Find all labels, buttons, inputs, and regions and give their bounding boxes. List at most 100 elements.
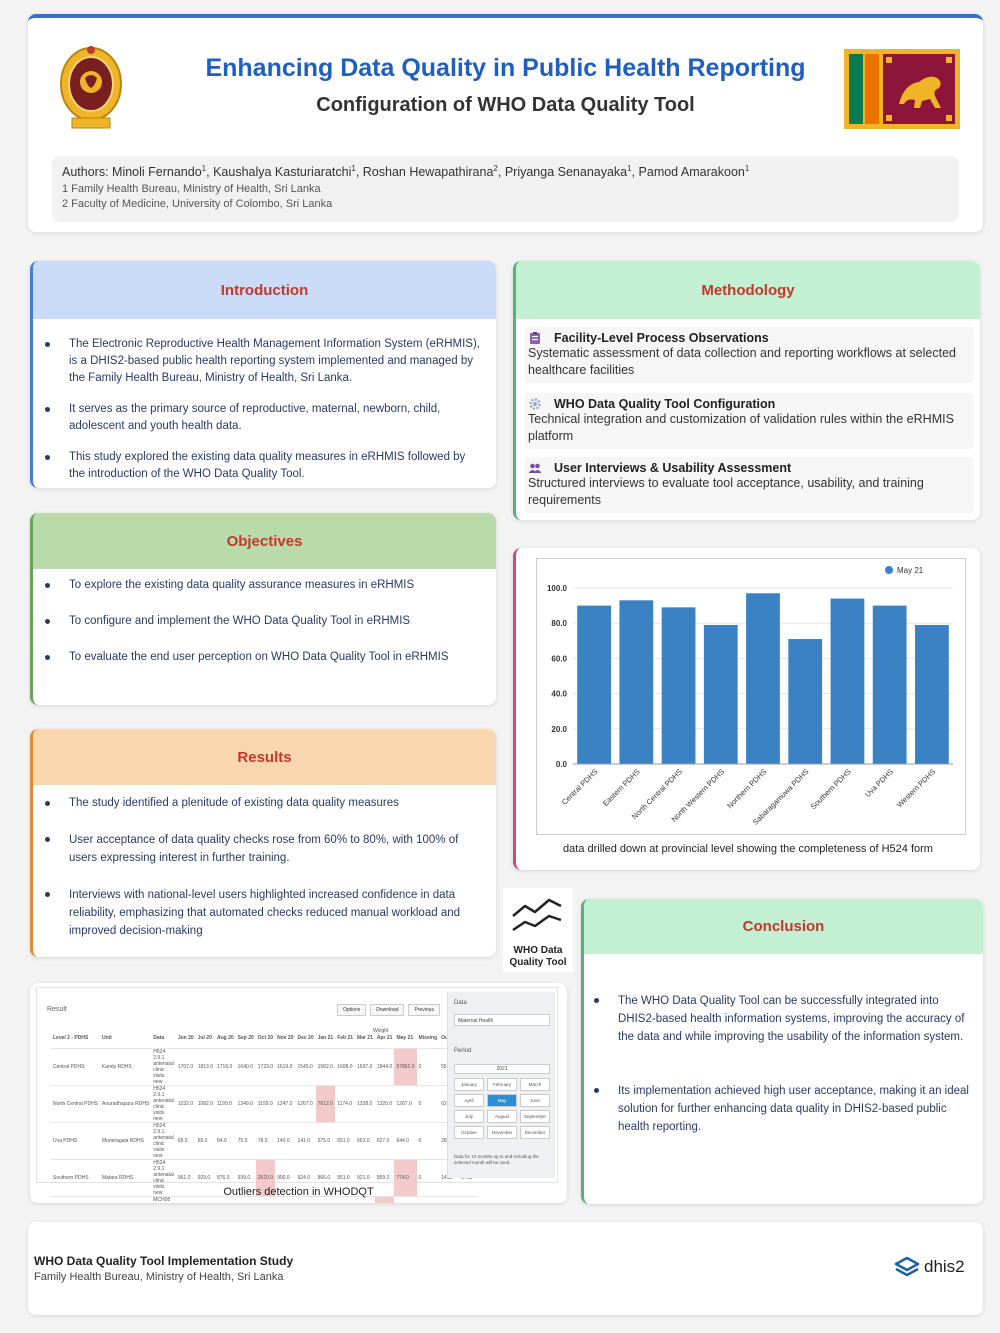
table-cell: 675.0 xyxy=(315,1122,336,1160)
table-cell: 0 xyxy=(416,1196,440,1203)
month-button[interactable]: August xyxy=(487,1110,517,1123)
wdqt-logo-line: Quality Tool xyxy=(509,957,567,968)
table-cell: 1267.0 xyxy=(295,1085,316,1123)
table-cell: North Central PDHS xyxy=(51,1085,101,1123)
data-select[interactable]: Maternal Health xyxy=(454,1014,550,1026)
author: Kaushalya Kasturiaratchi xyxy=(213,165,352,180)
column-header: Missing xyxy=(416,1028,440,1049)
table-cell: 0.0 xyxy=(175,1196,196,1203)
month-button[interactable]: January xyxy=(454,1078,484,1091)
month-button[interactable]: February xyxy=(487,1078,517,1091)
bar xyxy=(746,593,780,764)
poster-footer: WHO Data Quality Tool Implementation Stu… xyxy=(28,1222,983,1315)
table-cell: 0 xyxy=(416,1085,440,1123)
table-cell: 1328.0 xyxy=(355,1085,375,1123)
methodology-title-text: WHO Data Quality Tool Configuration xyxy=(554,397,776,411)
table-cell: 1096 xyxy=(439,1196,460,1203)
authors-line: Authors: Minoli Fernando1, Kaushalya Kas… xyxy=(62,164,750,180)
list-item: The WHO Data Quality Tool can be success… xyxy=(594,992,969,1046)
previous-button[interactable]: Previous xyxy=(408,1004,440,1016)
footer-subtitle: Family Health Bureau, Ministry of Health… xyxy=(34,1271,284,1283)
column-header: Jan 21 xyxy=(315,1028,336,1049)
table-cell: Southern PDHS xyxy=(51,1159,101,1197)
x-tick-label: Northern PDHS xyxy=(725,767,768,810)
x-tick-label: Uva PDHS xyxy=(863,767,895,799)
methodology-title-text: Facility-Level Process Observations xyxy=(554,331,769,345)
results-heading: Results xyxy=(33,729,496,785)
objectives-section: Objectives To explore the existing data … xyxy=(30,513,496,705)
methodology-item-title: User Interviews & Usability Assessment xyxy=(528,461,970,475)
table-cell: Central PDHS xyxy=(51,1048,101,1086)
table-cell: H524 2.9.1 antenatal clinic visits new xyxy=(151,1122,176,1160)
outliers-screenshot-card: Result Options Download Previous Weight … xyxy=(30,983,567,1203)
table-cell: 1813.0 xyxy=(195,1048,215,1086)
month-button[interactable]: May xyxy=(487,1094,517,1107)
who-dqt-logo: WHO Data Quality Tool xyxy=(503,888,573,972)
list-item: The study identified a plenitude of exis… xyxy=(45,795,482,812)
table-cell: 1716.0 xyxy=(214,1048,236,1086)
table-row: Northern PDHSMannar RDHSMCH08 06 Materna… xyxy=(51,1196,478,1203)
table-row: Uva PDHS Moneragala RDHS H524 2.9.1 antena… xyxy=(51,1122,478,1160)
table-cell: MCH08 06 Maternal Mortality Ratio xyxy=(151,1196,176,1203)
author: Roshan Hewapathirana xyxy=(362,165,494,180)
column-header: May 21 xyxy=(394,1028,417,1049)
month-button[interactable]: April xyxy=(454,1094,484,1107)
table-cell: 1267.0 xyxy=(394,1085,417,1123)
methodology-item-desc: Structured interviews to evaluate tool a… xyxy=(528,476,924,507)
table-cell: Kandy RDHS xyxy=(100,1048,152,1086)
month-button[interactable]: October xyxy=(454,1126,484,1139)
list-item: Its implementation achieved high user ac… xyxy=(594,1082,969,1136)
legend-marker xyxy=(885,566,893,574)
month-button[interactable]: July xyxy=(454,1110,484,1123)
year-select[interactable]: 2021 xyxy=(454,1064,550,1074)
table-cell: 1697.0 xyxy=(355,1048,375,1086)
column-header: Aug 20 xyxy=(214,1028,236,1049)
options-button[interactable]: Options xyxy=(337,1004,367,1016)
dhis2-logo: dhis2 xyxy=(894,1256,965,1278)
table-cell: 1096 xyxy=(459,1196,478,1203)
period-label: Period xyxy=(454,1048,472,1054)
dhis2-logo-text: dhis2 xyxy=(924,1257,965,1276)
table-cell: 64.0 xyxy=(214,1122,236,1160)
table-cell: 900.0 xyxy=(275,1159,296,1197)
table-cell: 0.0 xyxy=(315,1196,336,1203)
list-item: Interviews with national-level users hig… xyxy=(45,886,482,940)
table-cell: Northern PDHS xyxy=(51,1196,101,1203)
introduction-section: Introduction The Electronic Reproductive… xyxy=(30,261,496,488)
table-cell: 0.0 xyxy=(394,1196,417,1203)
table-cell: 0.0 xyxy=(214,1196,236,1203)
x-tick-label: Southern PDHS xyxy=(809,767,853,811)
table-cell: 644.0 xyxy=(394,1122,417,1160)
trend-lines-icon xyxy=(512,898,562,932)
conclusion-heading: Conclusion xyxy=(584,899,983,954)
month-button[interactable]: December xyxy=(520,1126,550,1139)
download-button[interactable]: Download xyxy=(370,1004,405,1016)
y-tick-label: 20.0 xyxy=(551,725,567,734)
bar xyxy=(830,598,865,764)
methodology-item: WHO Data Quality Tool Configuration Tech… xyxy=(524,393,974,449)
column-header: Feb 21 xyxy=(335,1028,356,1049)
table-cell: 1136.4 xyxy=(374,1196,395,1203)
outliers-screenshot: Result Options Download Previous Weight … xyxy=(36,987,558,1203)
table-cell: 0 xyxy=(416,1159,440,1197)
table-cell: 1545.0 xyxy=(295,1048,316,1086)
table-cell: 141.0 xyxy=(295,1122,316,1160)
methodology-item-desc: Technical integration and customization … xyxy=(528,412,954,443)
table-cell: 939.0 xyxy=(235,1159,256,1197)
table-cell: 1723.0 xyxy=(255,1048,276,1086)
affiliation-2: 2 Faculty of Medicine, University of Col… xyxy=(62,198,333,211)
month-button[interactable]: September xyxy=(520,1110,550,1123)
table-cell: 440.5 xyxy=(275,1196,296,1203)
month-button[interactable]: November xyxy=(487,1126,517,1139)
list-item: User acceptance of data quality checks r… xyxy=(45,831,482,867)
bar xyxy=(703,624,738,764)
list-item: To configure and implement the WHO Data … xyxy=(45,613,482,630)
month-button[interactable]: March xyxy=(520,1078,550,1091)
table-cell: H524 2.9.1 antenatal clinic visits new xyxy=(151,1048,176,1086)
month-button[interactable]: June xyxy=(520,1094,550,1107)
affiliation-mark: 1 xyxy=(627,164,632,173)
table-cell: Matara RDHS xyxy=(100,1159,152,1197)
outliers-table: Level 2 - PDHS Unit Data Jun 20 Jul 20 Aug 20… xyxy=(51,1028,478,1203)
table-cell: H524 2.9.1 antenatal clinic visits new xyxy=(151,1085,176,1123)
table-cell: H524 2.9.1 antenatal clinic visits new xyxy=(151,1159,176,1197)
